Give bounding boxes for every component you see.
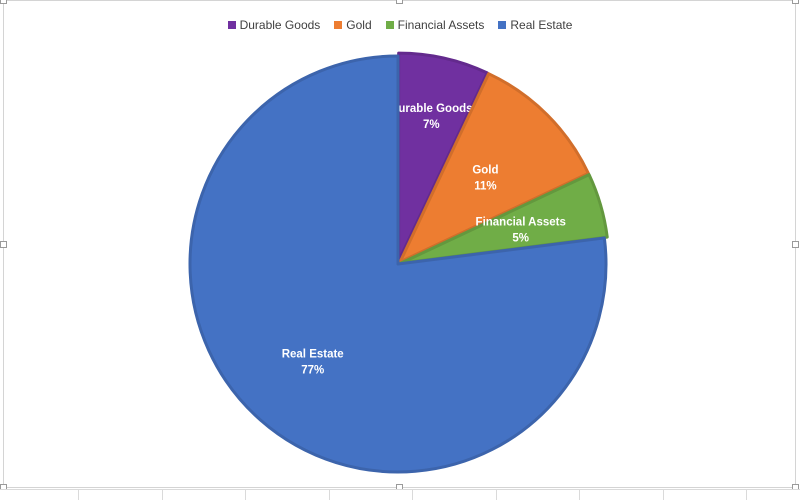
grid-line xyxy=(663,490,664,500)
data-label-value: 7% xyxy=(423,119,440,131)
grid-line xyxy=(412,490,413,500)
data-label-category: Gold xyxy=(472,165,498,177)
grid-line xyxy=(245,490,246,500)
legend-label: Real Estate xyxy=(510,18,573,32)
legend-item-financial-assets[interactable]: Financial Assets xyxy=(385,18,485,32)
legend-swatch xyxy=(227,21,236,29)
legend-item-durable-goods[interactable]: Durable Goods xyxy=(227,18,321,32)
resize-handle-left[interactable] xyxy=(0,241,7,248)
grid-line xyxy=(579,490,580,500)
resize-handle-top[interactable] xyxy=(396,0,403,4)
legend-swatch xyxy=(385,21,394,29)
legend-swatch xyxy=(334,21,343,29)
resize-handle-right[interactable] xyxy=(792,241,799,248)
pie-slice-durable-goods[interactable] xyxy=(397,51,489,263)
data-label-category: Durable Goods xyxy=(390,103,472,115)
grid-line xyxy=(78,490,79,500)
grid-line xyxy=(329,490,330,500)
chart-legend[interactable]: Durable Goods Gold Financial Assets Real Es… xyxy=(0,18,800,32)
legend-label: Gold xyxy=(346,18,372,32)
data-label-value: 11% xyxy=(474,181,496,193)
legend-item-gold[interactable]: Gold xyxy=(334,18,372,32)
grid-line xyxy=(746,490,747,500)
resize-handle-top-right[interactable] xyxy=(792,0,799,4)
pie-slice-gold[interactable] xyxy=(398,72,590,264)
data-label-value: 77% xyxy=(301,365,324,377)
legend-swatch xyxy=(498,21,507,29)
grid-line xyxy=(496,490,497,500)
legend-item-real-estate[interactable]: Real Estate xyxy=(498,18,572,32)
spreadsheet-grid-strip xyxy=(0,489,800,500)
data-label-category: Real Estate xyxy=(282,349,344,361)
data-label-value: 5% xyxy=(512,232,529,244)
resize-handle-top-left[interactable] xyxy=(0,0,7,4)
legend-label: Durable Goods xyxy=(239,18,321,32)
data-label-category: Financial Assets xyxy=(476,216,566,228)
pie-slice-real-estate[interactable] xyxy=(188,54,608,474)
legend-label: Financial Assets xyxy=(397,18,485,32)
pie-slice-financial-assets[interactable] xyxy=(399,173,609,265)
grid-line xyxy=(162,490,163,500)
